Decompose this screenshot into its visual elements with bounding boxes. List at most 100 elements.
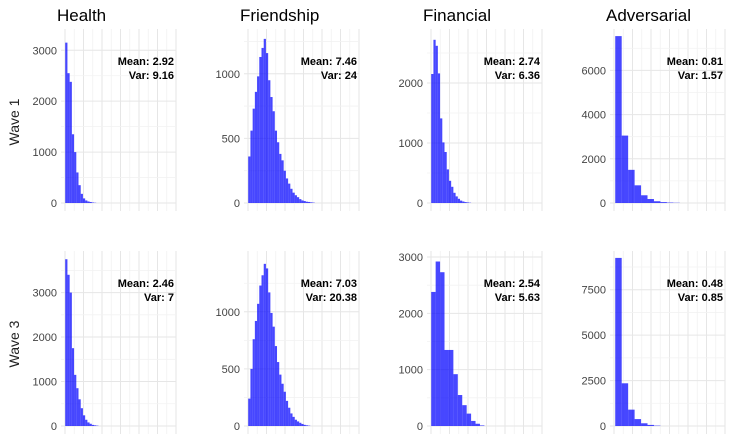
y-tick-label: 1000 [216, 307, 240, 319]
histogram-bar [270, 312, 273, 426]
histogram-bar [435, 261, 441, 426]
histogram-bar [257, 76, 260, 203]
histogram-bar [621, 383, 629, 426]
y-tick-label: 2000 [582, 154, 606, 166]
histogram-bar [89, 201, 92, 203]
mean-annotation: Mean: 0.81 [667, 56, 723, 68]
histogram-bar [615, 36, 622, 204]
variance-annotation: Var: 1.57 [678, 70, 723, 82]
histogram-bar [272, 111, 275, 203]
histogram-bar [437, 73, 441, 204]
panel-financial-wave-3: 0 1000 2000 3000 Mean: 2.54 Var: 5.63 [399, 251, 543, 434]
histogram-bar [305, 201, 309, 203]
y-tick-label: 0 [51, 421, 57, 433]
histogram-bar [292, 192, 295, 203]
panel-friendship-wave-3: 0 500 1000 Mean: 7.03 Var: 20.38 [216, 251, 360, 434]
histogram-bar [296, 421, 300, 426]
histogram-bar [283, 170, 286, 203]
histogram-bar [299, 199, 302, 203]
column-title-financial: Financial [423, 6, 491, 25]
histogram-bar [268, 292, 271, 426]
histogram-bar [69, 81, 72, 203]
histogram-bar [248, 398, 251, 426]
histogram-bar [457, 395, 463, 426]
y-tick-label: 2000 [399, 308, 423, 320]
histogram-bar [628, 409, 635, 426]
histogram-bar [94, 425, 97, 426]
histogram-bar [69, 292, 72, 426]
histogram-bar [621, 135, 629, 203]
histogram-bar [252, 339, 255, 426]
histogram-bar [660, 202, 667, 203]
mean-annotation: Mean: 2.74 [484, 56, 541, 68]
histogram-bar [279, 153, 282, 203]
histogram-bar [440, 118, 443, 203]
histogram-bar [279, 374, 282, 426]
y-tick-label: 1000 [399, 365, 423, 377]
y-tick-label: 0 [234, 198, 240, 210]
histogram-bar [277, 142, 280, 203]
histogram-bar [263, 38, 266, 203]
variance-annotation: Var: 6.36 [495, 70, 540, 82]
y-tick-label: 3000 [33, 288, 57, 300]
panel-health-wave-1: 0 1000 2000 3000 Mean: 2.92 Var: 9.16 [33, 29, 177, 211]
histogram-bar [294, 419, 297, 426]
histogram-bar [448, 349, 454, 426]
y-tick-label: 5000 [582, 330, 606, 342]
histogram-bar [308, 201, 311, 203]
histogram-bar [265, 53, 269, 203]
histogram-bar [87, 201, 90, 203]
histogram-bar [89, 423, 92, 426]
histogram-bar [475, 423, 480, 426]
histogram-bar [444, 349, 449, 426]
histogram-bar [462, 201, 465, 203]
histogram-bar [301, 200, 304, 203]
mean-annotation: Mean: 7.46 [301, 56, 357, 68]
histogram-bar [274, 346, 278, 426]
column-title-friendship: Friendship [240, 6, 319, 25]
histogram-bar [78, 399, 81, 426]
panel-financial-wave-1: 0 1000 2000 Mean: 2.74 Var: 6.36 [399, 29, 543, 211]
y-tick-label: 0 [600, 198, 606, 210]
histogram-bar [634, 419, 642, 426]
histogram-bar [71, 134, 75, 203]
panel-friendship-wave-1: 0 500 1000 Mean: 7.46 Var: 24 [216, 29, 360, 211]
histogram-bar [453, 192, 456, 203]
histogram-bar [248, 156, 251, 203]
histogram-bar [292, 416, 295, 426]
histogram-bar [464, 202, 467, 203]
histogram-bar [479, 425, 485, 426]
variance-annotation: Var: 0.85 [678, 292, 723, 304]
y-tick-label: 0 [417, 421, 423, 433]
histogram-bar [261, 47, 264, 203]
histogram-bar [74, 152, 77, 203]
histogram-bar [85, 419, 88, 426]
histogram-bar [444, 152, 447, 203]
y-tick-label: 0 [600, 421, 606, 433]
histogram-bar [67, 73, 70, 203]
histogram-bar [462, 405, 467, 426]
histogram-bar [285, 400, 289, 426]
row-label-wave-1: Wave 1 [6, 98, 22, 145]
histogram-bar [471, 420, 476, 426]
histogram-bar [653, 201, 661, 203]
column-title-health: Health [57, 6, 106, 25]
histogram-bar [259, 56, 262, 203]
y-tick-label: 1000 [399, 138, 423, 150]
variance-annotation: Var: 9.16 [129, 70, 174, 82]
y-tick-label: 0 [51, 198, 57, 210]
histogram-bar [285, 178, 289, 203]
histogram-bar [261, 275, 264, 426]
histogram-bar [91, 202, 95, 203]
y-tick-label: 7500 [582, 285, 606, 297]
histogram-bar [252, 108, 255, 203]
mean-annotation: Mean: 7.03 [301, 278, 357, 290]
histogram-bar [455, 196, 458, 203]
y-tick-label: 0 [234, 421, 240, 433]
histogram-bar [259, 285, 262, 426]
y-tick-label: 1000 [33, 377, 57, 389]
histogram-bar [296, 197, 300, 203]
mean-annotation: Mean: 2.92 [118, 56, 174, 68]
histogram-bar [288, 183, 291, 203]
